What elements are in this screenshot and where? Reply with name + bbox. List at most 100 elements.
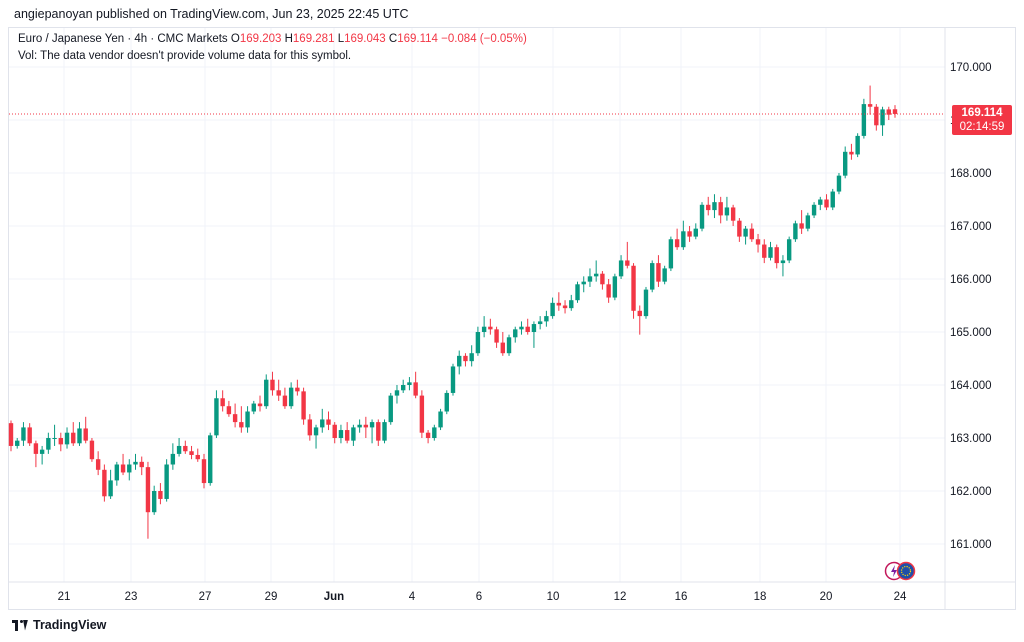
candle-body — [687, 231, 692, 237]
legend-high-label: H — [284, 33, 293, 45]
candle-body — [668, 239, 674, 269]
candle-body — [183, 445, 188, 452]
candle-body — [593, 273, 599, 277]
last-price-value: 169.114 — [961, 107, 1003, 119]
candle-body — [674, 239, 680, 248]
candle-body — [102, 469, 107, 497]
candle-body — [195, 454, 200, 460]
legend-change: −0.084 (−0.05%) — [441, 33, 527, 45]
candle-body — [662, 268, 667, 282]
candle-body — [388, 395, 393, 423]
y-tick-label: 165.000 — [950, 327, 992, 339]
candle-body — [158, 491, 163, 499]
candle-body — [282, 395, 288, 407]
candle-body — [531, 324, 537, 332]
legend-symbol[interactable]: Euro / Japanese Yen · 4h · CMC Markets — [18, 33, 228, 45]
candle-body — [706, 204, 711, 211]
candle-body — [270, 379, 275, 391]
candle-body — [519, 326, 524, 330]
candle-body — [656, 263, 661, 282]
candle-body — [176, 445, 182, 454]
candle-body — [488, 326, 493, 330]
candle-body — [631, 265, 636, 311]
candle-body — [842, 151, 848, 176]
x-tick-label: 18 — [754, 591, 767, 603]
candle-body — [27, 427, 32, 444]
candle-body — [363, 424, 369, 428]
symbol-legend: Euro / Japanese Yen · 4h · CMC Markets O… — [18, 33, 527, 45]
x-tick-label: 4 — [409, 591, 416, 603]
candle-body — [699, 204, 705, 229]
chart-frame[interactable] — [8, 27, 1016, 610]
candle-body — [295, 387, 300, 392]
candle-body — [793, 223, 798, 240]
candle-body — [288, 387, 294, 407]
candle-body — [830, 191, 835, 208]
candle-body — [326, 419, 331, 425]
candle-body — [637, 310, 642, 317]
candle-body — [444, 392, 449, 412]
candle-body — [151, 491, 157, 513]
legend-close-value: 169.114 — [397, 33, 438, 45]
candle-body — [120, 464, 126, 473]
bar-countdown: 02:14:59 — [959, 121, 1005, 133]
candle-body — [743, 228, 748, 237]
candle-body — [525, 326, 530, 332]
candle-body — [95, 459, 101, 470]
legend-close-label: C — [388, 33, 398, 45]
candle-body — [344, 430, 350, 441]
candle-body — [189, 451, 194, 455]
candle-body — [681, 231, 686, 248]
x-tick-label: Jun — [324, 591, 344, 603]
candle-body — [46, 438, 51, 450]
candle-body — [457, 355, 462, 367]
candle-body — [64, 432, 70, 445]
event-markers[interactable] — [884, 561, 920, 581]
candle-body — [257, 403, 263, 407]
candle-body — [618, 260, 624, 277]
candle-body — [550, 302, 555, 317]
candle-body — [15, 440, 20, 446]
x-tick-label: 24 — [894, 591, 907, 603]
candle-body — [226, 406, 232, 415]
candle-body — [805, 215, 811, 229]
legend-low-label: L — [337, 33, 345, 45]
candle-body — [799, 223, 804, 229]
candle-body — [469, 353, 474, 362]
candle-body — [407, 382, 412, 385]
candle-body — [481, 326, 487, 332]
candle-body — [762, 244, 767, 258]
x-tick-label: 29 — [265, 591, 278, 603]
candle-body — [419, 395, 425, 433]
candle-body — [438, 411, 443, 428]
candle-body — [650, 263, 655, 290]
legend-high-value: 169.281 — [292, 33, 335, 45]
candle-body — [239, 422, 244, 428]
candle-body — [332, 424, 337, 438]
candle-body — [108, 480, 113, 497]
x-tick-label: 20 — [820, 591, 833, 603]
candle-body — [133, 461, 138, 465]
candle-body — [52, 438, 57, 439]
candle-body — [500, 342, 506, 354]
candle-body — [320, 419, 325, 428]
candle-body — [556, 302, 562, 306]
eu-flag-event-icon[interactable] — [896, 561, 916, 581]
x-tick-label: 23 — [125, 591, 138, 603]
candle-body — [780, 260, 786, 264]
candle-body — [625, 260, 630, 266]
volume-note: Vol: The data vendor doesn't provide vol… — [18, 50, 352, 62]
candle-body — [382, 422, 387, 441]
y-tick-label: 170.000 — [950, 62, 992, 74]
candle-body — [811, 204, 817, 216]
candle-body — [264, 379, 269, 407]
tradingview-logo-icon — [12, 619, 28, 631]
tradingview-brand[interactable]: TradingView — [12, 618, 106, 632]
candle-body — [214, 398, 219, 436]
candle-body — [71, 432, 76, 444]
candle-body — [450, 366, 456, 393]
candle-body — [357, 424, 362, 428]
y-tick-label: 161.000 — [950, 539, 992, 551]
candle-body — [718, 202, 723, 216]
